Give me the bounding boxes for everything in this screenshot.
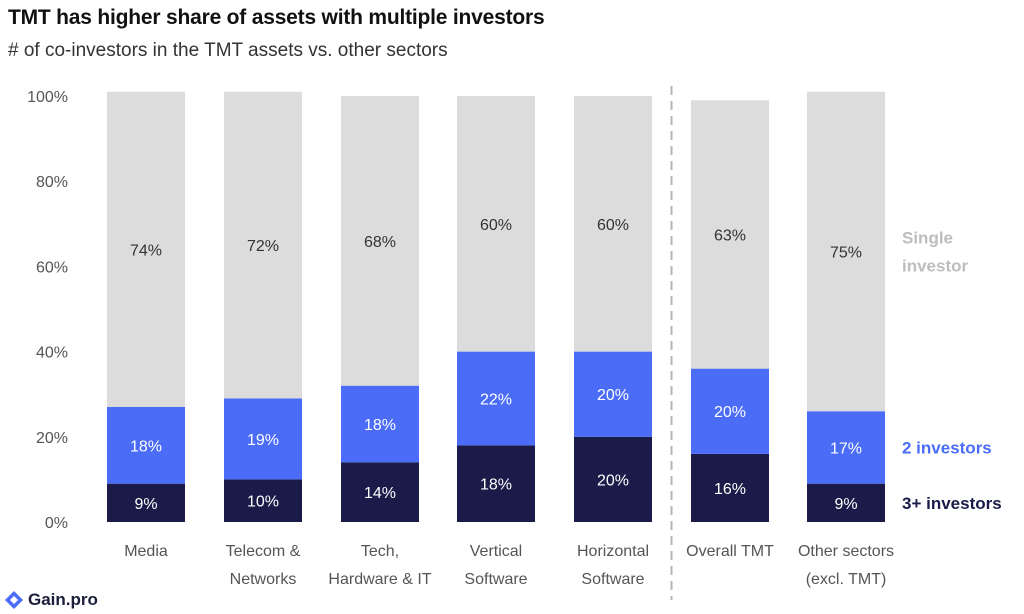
y-tick-label: 100%: [27, 89, 68, 106]
bar-segment: [574, 351, 652, 437]
category-label: Other sectors: [798, 543, 894, 560]
legend-label: investor: [902, 256, 969, 275]
bar-segment: [574, 96, 652, 352]
data-label: 17%: [830, 440, 862, 457]
data-label: 9%: [134, 496, 157, 513]
chart-subtitle: # of co-investors in the TMT assets vs. …: [8, 40, 448, 61]
bar-segment: [691, 368, 769, 454]
category-label: Telecom &: [226, 543, 301, 560]
bar-segment: [107, 91, 185, 407]
logo-text: Gain.pro: [28, 590, 98, 609]
legend-label: Single: [902, 228, 953, 247]
data-label: 74%: [130, 242, 162, 259]
data-label: 60%: [480, 217, 512, 234]
bar-segment: [807, 483, 885, 522]
y-tick-label: 40%: [36, 345, 68, 362]
bar-segment: [224, 91, 302, 399]
category-label: Software: [581, 571, 644, 588]
data-label: 20%: [714, 404, 746, 421]
bar-segment: [341, 96, 419, 386]
category-label: Tech,: [361, 543, 399, 560]
data-label: 9%: [834, 496, 857, 513]
data-label: 18%: [364, 417, 396, 434]
gain-logo-icon: [5, 591, 23, 609]
category-label: (excl. TMT): [806, 571, 887, 588]
chart-title: TMT has higher share of assets with mult…: [8, 6, 545, 29]
category-label: Hardware & IT: [328, 571, 431, 588]
data-label: 20%: [597, 472, 629, 489]
bar-segment: [341, 462, 419, 522]
bar-segment: [574, 436, 652, 522]
category-label: Networks: [230, 571, 297, 588]
bar-segment: [107, 406, 185, 484]
bar-segment: [691, 453, 769, 522]
data-label: 16%: [714, 481, 746, 498]
gain-logo: Gain.pro: [4, 590, 98, 610]
bar-segment: [224, 398, 302, 480]
bar-segment: [224, 479, 302, 522]
bar-segment: [107, 483, 185, 522]
category-label: Horizontal: [577, 543, 649, 560]
data-label: 60%: [597, 217, 629, 234]
data-label: 18%: [480, 477, 512, 494]
data-label: 68%: [364, 234, 396, 251]
bar-segment: [807, 411, 885, 484]
legend-label: 2 investors: [902, 438, 992, 457]
data-label: 22%: [480, 391, 512, 408]
bar-segment: [457, 96, 535, 352]
bar-segment: [341, 385, 419, 463]
y-tick-label: 0%: [45, 515, 68, 532]
data-label: 20%: [597, 387, 629, 404]
data-label: 63%: [714, 227, 746, 244]
y-tick-label: 20%: [36, 430, 68, 447]
y-tick-label: 60%: [36, 259, 68, 276]
category-label: Software: [464, 571, 527, 588]
legend-label: 3+ investors: [902, 494, 1002, 513]
bar-segment: [691, 100, 769, 369]
data-label: 72%: [247, 238, 279, 255]
data-label: 19%: [247, 432, 279, 449]
data-label: 14%: [364, 485, 396, 502]
bar-segment: [807, 91, 885, 412]
bar-segment: [457, 445, 535, 522]
category-label: Vertical: [470, 543, 522, 560]
category-label: Media: [124, 543, 168, 560]
data-label: 75%: [830, 244, 862, 261]
bar-segment: [457, 351, 535, 446]
y-tick-label: 80%: [36, 174, 68, 191]
data-label: 10%: [247, 494, 279, 511]
category-label: Overall TMT: [686, 543, 774, 560]
data-label: 18%: [130, 438, 162, 455]
